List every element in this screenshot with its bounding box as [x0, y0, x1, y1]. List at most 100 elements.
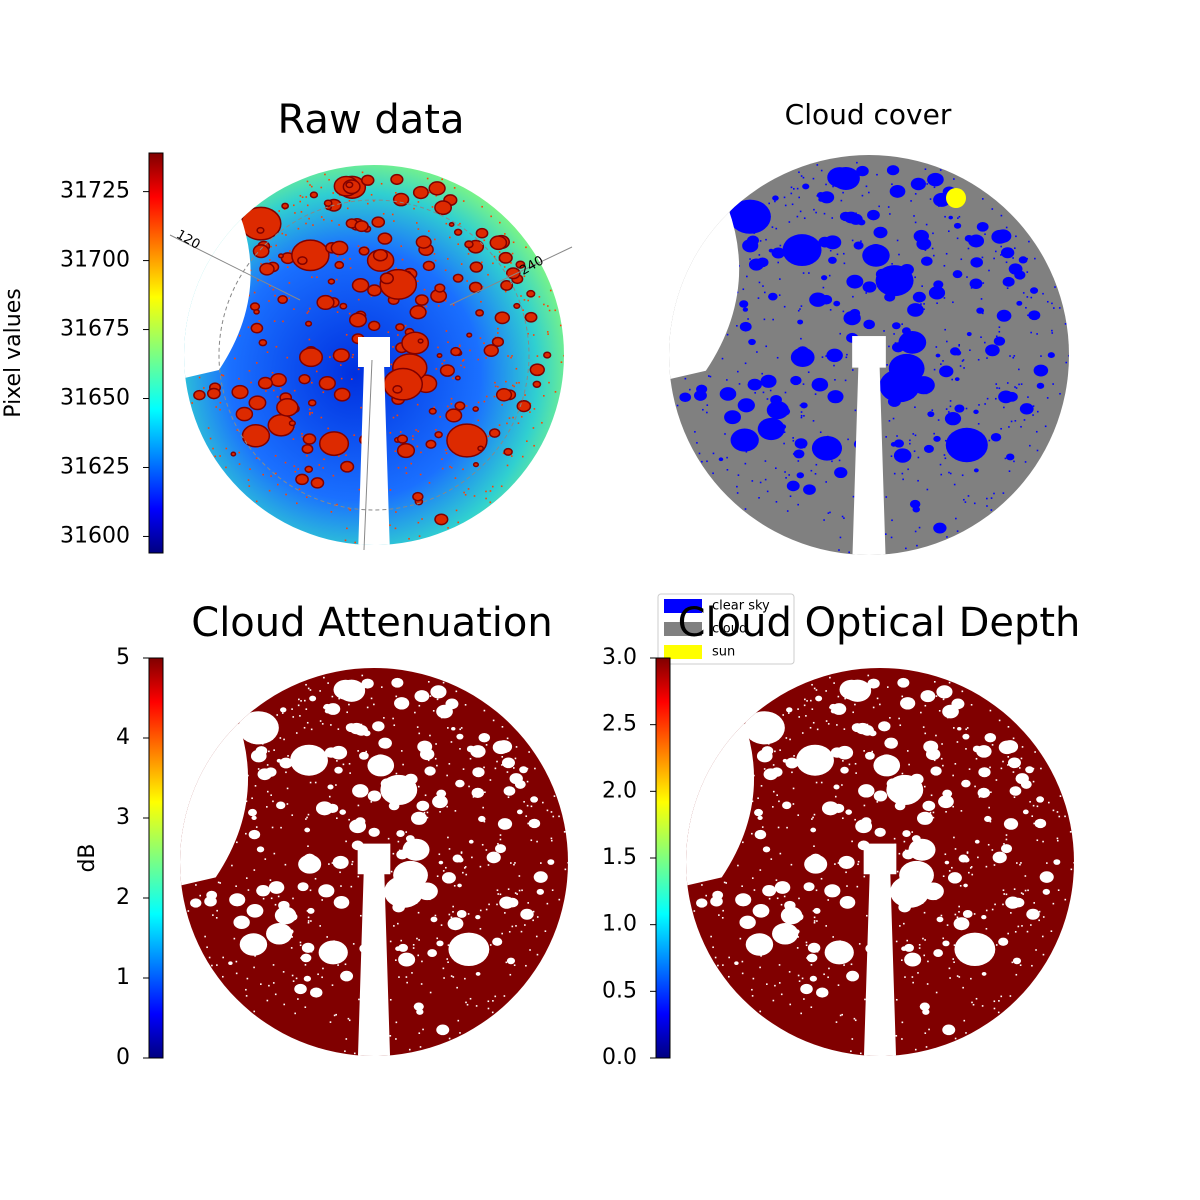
- cloud-blob: [297, 882, 309, 892]
- cloud-blob: [254, 731, 262, 738]
- cloud-blob: [393, 893, 403, 901]
- speck: [848, 763, 851, 766]
- speck: [413, 207, 415, 210]
- cloud-blob: [301, 443, 314, 454]
- speck: [428, 191, 431, 194]
- speck: [416, 937, 418, 940]
- speck: [823, 519, 825, 521]
- speck: [902, 478, 904, 481]
- cloud-blob: [933, 435, 941, 442]
- cloud-blob: [947, 872, 962, 884]
- speck: [269, 285, 271, 287]
- sky-image: [180, 668, 568, 1056]
- speck: [535, 935, 538, 938]
- cloud-blob: [436, 940, 444, 947]
- speck: [255, 500, 258, 503]
- speck: [321, 899, 324, 901]
- cloud-blob: [899, 893, 909, 901]
- speck: [1042, 916, 1045, 918]
- speck: [741, 972, 744, 975]
- speck: [896, 435, 898, 437]
- speck: [828, 274, 831, 277]
- cloud-blob: [454, 375, 461, 381]
- speck: [792, 787, 795, 790]
- speck: [327, 682, 329, 684]
- speck: [738, 383, 741, 385]
- speck: [744, 462, 747, 465]
- speck: [1013, 888, 1016, 890]
- speck: [943, 264, 946, 267]
- speck: [344, 539, 347, 542]
- speck: [291, 708, 293, 710]
- speck: [294, 212, 296, 214]
- speck: [972, 1003, 975, 1006]
- cloud-blob: [367, 284, 382, 297]
- speck: [408, 1048, 411, 1051]
- speck: [247, 326, 250, 329]
- speck: [357, 804, 360, 807]
- speck: [272, 800, 274, 803]
- cloud-blob: [190, 898, 202, 908]
- speck: [889, 213, 891, 215]
- speck: [400, 939, 403, 942]
- speck: [299, 941, 302, 944]
- speck: [345, 334, 348, 336]
- cloud-blob: [719, 387, 737, 401]
- speck: [327, 427, 329, 430]
- speck: [787, 712, 790, 714]
- cloud-blob: [908, 838, 936, 861]
- cloud-blob: [724, 410, 741, 425]
- speck: [277, 895, 280, 898]
- speck: [395, 695, 398, 698]
- speck: [821, 356, 824, 358]
- speck: [536, 916, 539, 918]
- speck: [283, 738, 285, 741]
- speck: [449, 236, 451, 239]
- cloud-blob: [766, 401, 789, 420]
- speck: [949, 405, 952, 408]
- speck: [736, 492, 739, 494]
- cloud-blob: [414, 690, 430, 703]
- speck: [822, 286, 825, 289]
- cloud-blob: [839, 896, 856, 909]
- speck: [513, 964, 516, 967]
- speck: [456, 986, 458, 989]
- speck: [309, 184, 311, 186]
- speck: [351, 356, 354, 359]
- speck: [336, 760, 338, 762]
- cloud-blob: [422, 260, 436, 272]
- speck: [245, 832, 247, 835]
- speck: [948, 411, 950, 413]
- speck: [978, 796, 981, 798]
- speck: [784, 391, 787, 394]
- speck: [303, 726, 306, 729]
- speck: [761, 372, 763, 375]
- speck: [954, 763, 957, 765]
- speck: [772, 318, 774, 321]
- speck: [517, 422, 520, 425]
- speck: [514, 892, 517, 894]
- cloud-blob: [839, 211, 852, 222]
- speck: [854, 762, 857, 765]
- speck: [968, 871, 970, 874]
- speck: [292, 716, 295, 718]
- speck: [825, 720, 828, 722]
- speck: [1018, 368, 1020, 371]
- speck: [1026, 930, 1029, 933]
- cloud-blob: [327, 278, 336, 285]
- speck: [331, 695, 334, 698]
- speck: [1031, 964, 1033, 967]
- speck: [726, 333, 729, 336]
- speck: [253, 1010, 256, 1013]
- speck: [542, 801, 544, 804]
- speck: [558, 898, 561, 901]
- speck: [847, 438, 849, 441]
- cloud-blob: [307, 907, 315, 914]
- speck: [988, 269, 990, 272]
- speck: [1064, 898, 1067, 901]
- cloud-blob: [436, 1024, 450, 1036]
- cloud-blob: [754, 829, 767, 840]
- cloud-blob: [954, 932, 996, 966]
- speck: [957, 217, 959, 219]
- cloud-blob: [958, 854, 969, 863]
